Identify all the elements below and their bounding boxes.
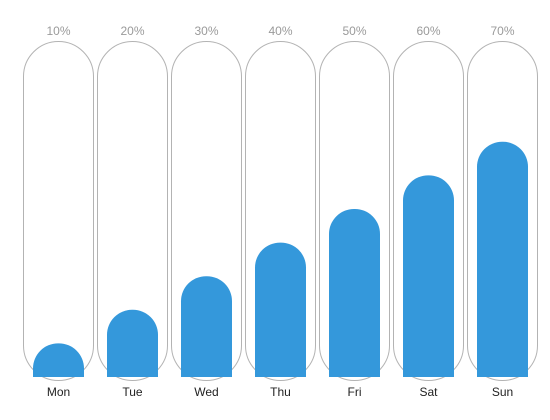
category-label-mon: Mon [47, 385, 70, 399]
category-label-sun: Sun [492, 385, 513, 399]
bar-tue [107, 309, 158, 377]
bar-sat [402, 175, 454, 377]
category-label-wed: Wed [194, 385, 218, 399]
category-label-thu: Thu [270, 385, 291, 399]
value-label-fri: 50% [342, 24, 366, 38]
category-labels: Mon Tue Wed Thu Fri Sat Sun [47, 385, 513, 399]
bar-track-tue [97, 41, 168, 381]
value-label-wed: 30% [194, 24, 218, 38]
value-label-thu: 40% [268, 24, 292, 38]
value-label-sat: 60% [416, 24, 440, 38]
value-label-sun: 70% [490, 24, 514, 38]
value-label-mon: 10% [46, 24, 70, 38]
category-label-fri: Fri [348, 385, 362, 399]
bar-track-mon [23, 41, 94, 381]
bar-wed [181, 276, 232, 377]
category-label-tue: Tue [122, 385, 143, 399]
bar-mon [33, 343, 84, 377]
value-label-tue: 20% [120, 24, 144, 38]
bar-fri [329, 209, 380, 377]
bars [33, 141, 528, 377]
category-label-sat: Sat [419, 385, 438, 399]
bar-sun [477, 141, 528, 377]
value-labels: 10% 20% 30% 40% 50% 60% 70% [46, 24, 514, 38]
bar-thu [255, 242, 306, 377]
